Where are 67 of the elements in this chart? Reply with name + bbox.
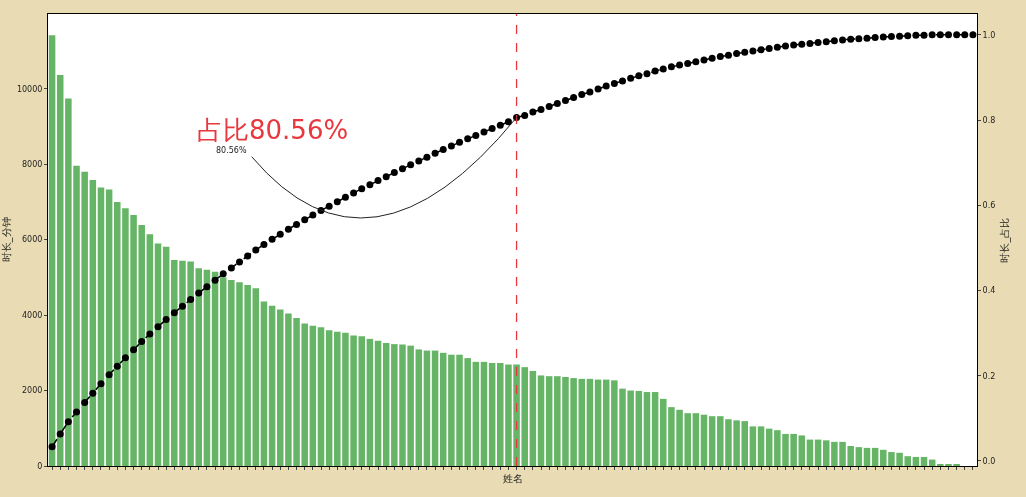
bar: [488, 363, 496, 466]
bar: [56, 75, 64, 466]
bar: [855, 447, 863, 466]
bar: [708, 416, 716, 466]
bar: [912, 456, 920, 466]
bar: [439, 352, 447, 466]
y-tick-label: 8000: [22, 159, 43, 169]
y-tick-label: 4000: [22, 310, 43, 320]
bar: [757, 426, 765, 466]
y-tick-label: 6000: [22, 235, 43, 245]
bar: [382, 343, 390, 466]
bar: [309, 325, 317, 466]
y-tick-label: 0: [37, 461, 43, 471]
bar: [635, 390, 643, 466]
bar: [97, 187, 105, 466]
bar: [871, 447, 879, 466]
y-axis-title: 时长_分钟: [0, 217, 13, 263]
bar: [798, 435, 806, 466]
bar: [415, 349, 423, 466]
bar: [105, 189, 113, 466]
bar: [317, 327, 325, 466]
y-tick-label: 10000: [16, 84, 43, 94]
bar: [806, 439, 814, 466]
bar: [203, 269, 211, 466]
bar: [651, 392, 659, 466]
bar: [366, 338, 374, 466]
annotation: 占比80.56%: [197, 115, 349, 145]
y2-tick-label: 0.6: [982, 201, 996, 211]
bar: [374, 340, 382, 466]
bar: [537, 375, 545, 466]
bar: [423, 350, 431, 466]
annotation: 80.56%: [216, 146, 247, 155]
bar: [48, 35, 56, 466]
y-tick-label: 2000: [22, 386, 43, 396]
bar: [700, 414, 708, 466]
bar: [154, 243, 162, 466]
x-axis-title: 姓名: [502, 473, 523, 485]
bar: [252, 288, 260, 466]
y2-tick-label: 1.0: [982, 30, 996, 40]
bar: [765, 428, 773, 466]
bar: [325, 330, 333, 466]
bar: [586, 378, 594, 466]
bar: [578, 378, 586, 466]
bar: [89, 180, 97, 466]
bar: [863, 447, 871, 466]
bar: [472, 361, 480, 466]
bar: [211, 271, 219, 466]
bar: [692, 413, 700, 466]
y2-axis-title: 时长_占比: [998, 217, 1011, 263]
bar: [268, 305, 276, 466]
bar: [749, 426, 757, 466]
y2-tick-label: 0.8: [982, 115, 996, 125]
bar: [260, 301, 268, 466]
bar: [920, 456, 928, 466]
bar: [594, 379, 602, 466]
bar: [814, 439, 822, 466]
y2-tick-label: 0.2: [982, 371, 996, 381]
y2-tick-label: 0.0: [982, 456, 996, 466]
bar: [146, 234, 154, 466]
bar: [545, 376, 553, 466]
y2-tick-label: 0.4: [982, 286, 996, 296]
bar: [162, 246, 170, 466]
bar: [431, 350, 439, 466]
bar: [643, 392, 651, 466]
bar: [480, 361, 488, 466]
bar: [602, 379, 610, 466]
bar: [529, 370, 537, 466]
